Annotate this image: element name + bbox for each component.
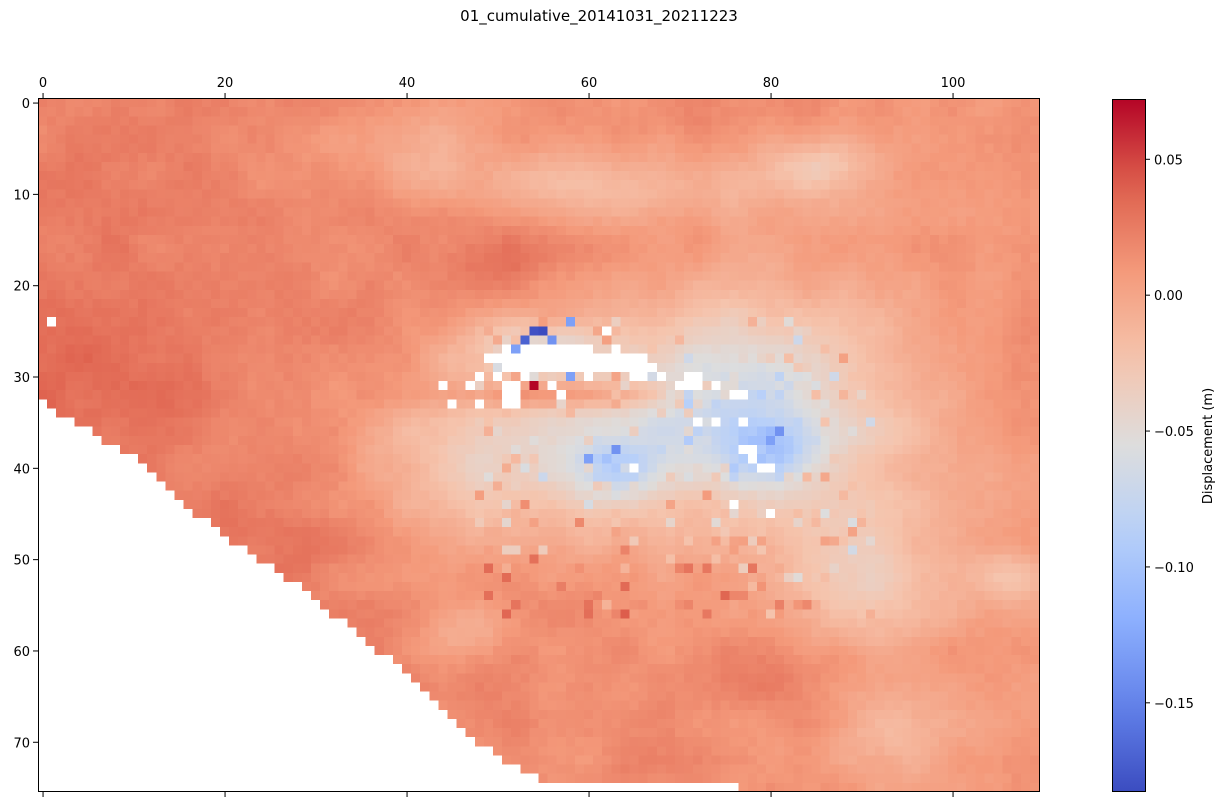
colorbar-label: Displacement (m): [1201, 388, 1216, 504]
colorbar-frame: [1112, 99, 1146, 792]
x-tick-label: 20: [217, 76, 234, 91]
x-axis-ticks: 0 20 40 60 80 100: [39, 76, 966, 797]
y-tick-label: 60: [13, 645, 30, 660]
y-axis-ticks: 0 10 20 30 40 50 60 70: [13, 97, 38, 751]
y-tick-label: 70: [13, 736, 30, 751]
x-tick-label: 60: [581, 76, 598, 91]
colorbar-gradient: [1112, 99, 1145, 792]
y-tick-label: 20: [13, 280, 30, 295]
y-tick-label: 30: [13, 371, 30, 386]
x-tick-label: 0: [39, 76, 47, 91]
colorbar-ticks: 0.05 0.00 −0.05 −0.10 −0.15: [1145, 153, 1194, 712]
y-tick-label: 0: [22, 97, 30, 112]
colorbar-tick-label: −0.15: [1154, 697, 1194, 712]
plot-frame: [38, 98, 1040, 792]
heatmap-image: [38, 98, 1039, 792]
x-tick-label: 80: [763, 76, 780, 91]
x-tick-label: 100: [941, 76, 966, 91]
y-tick-label: 50: [13, 554, 30, 569]
colorbar: 0.05 0.00 −0.05 −0.10 −0.15 Displacement (m): [1112, 99, 1216, 792]
colorbar-tick-label: −0.10: [1154, 561, 1194, 576]
colorbar-tick-label: −0.05: [1154, 425, 1194, 440]
colorbar-tick-label: 0.05: [1154, 153, 1183, 168]
x-tick-label: 40: [399, 76, 416, 91]
y-tick-label: 10: [13, 188, 30, 203]
chart-title: 01_cumulative_20141031_20211223: [460, 7, 738, 26]
y-tick-label: 40: [13, 462, 30, 477]
colorbar-tick-label: 0.00: [1154, 289, 1183, 304]
